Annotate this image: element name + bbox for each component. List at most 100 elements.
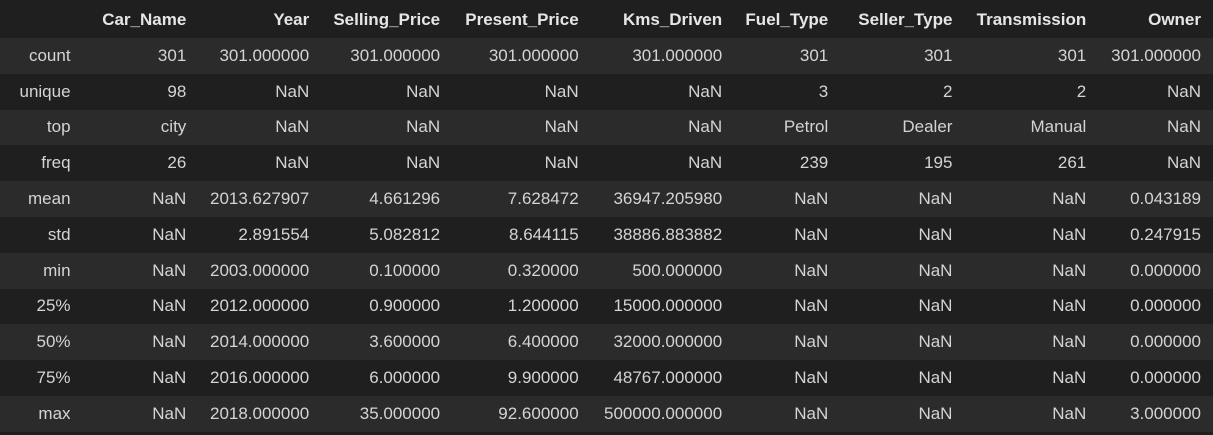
- column-header-owner: Owner: [1148, 9, 1201, 29]
- table-cell: NaN: [406, 81, 441, 101]
- table-cell: 92.600000: [498, 403, 579, 423]
- table-cell: NaN: [918, 296, 953, 316]
- table-cell: 301: [1057, 45, 1087, 65]
- table-cell: 5.082812: [369, 224, 441, 244]
- table-cell: NaN: [1052, 296, 1087, 316]
- row-index-label: top: [46, 117, 71, 137]
- table-header: Car_Name Year Selling_Price Present_Pric…: [0, 1, 1213, 38]
- table-row: unique 98 NaN NaN NaN NaN 3 2 2 NaN: [0, 73, 1213, 110]
- table-cell: 0.900000: [369, 296, 441, 316]
- table-cell: NaN: [794, 403, 829, 423]
- table-cell: 35.000000: [359, 403, 441, 423]
- table-row: std NaN 2.891554 5.082812 8.644115 38886.8838…: [0, 216, 1213, 253]
- table-cell: NaN: [152, 332, 187, 352]
- table-cell: NaN: [688, 117, 723, 137]
- table-cell: NaN: [794, 224, 829, 244]
- column-header-transmission: Transmission: [976, 9, 1087, 29]
- table-row: top city NaN NaN NaN NaN Petrol Dealer Manual NaN: [0, 109, 1213, 146]
- table-cell: 301.000000: [219, 45, 310, 65]
- table-row: max NaN 2018.000000 35.000000 92.600000 50000…: [0, 395, 1213, 432]
- table-cell: 36947.205980: [613, 189, 723, 209]
- row-index-label: min: [43, 260, 71, 280]
- table-cell: NaN: [406, 153, 441, 173]
- column-header-seller-type: Seller_Type: [858, 9, 953, 29]
- table-cell: 26: [167, 153, 187, 173]
- column-header-fuel-type: Fuel_Type: [745, 9, 829, 29]
- table-body: count 301 301.000000 301.000000 301.000000 30…: [0, 38, 1213, 432]
- table-cell: 500.000000: [632, 260, 723, 280]
- table-cell: Dealer: [902, 117, 953, 137]
- table-cell: 2016.000000: [209, 368, 310, 388]
- table-cell: NaN: [1052, 224, 1087, 244]
- table-cell: NaN: [275, 117, 310, 137]
- table-cell: NaN: [794, 368, 829, 388]
- table-cell: 301.000000: [350, 45, 441, 65]
- table-cell: NaN: [918, 368, 953, 388]
- table-cell: NaN: [1052, 332, 1087, 352]
- row-index-label: max: [38, 403, 71, 423]
- table-cell: NaN: [152, 368, 187, 388]
- table-cell: 0.000000: [1130, 296, 1201, 316]
- table-cell: NaN: [1052, 403, 1087, 423]
- table-row: freq 26 NaN NaN NaN NaN 239 195 261 NaN: [0, 145, 1213, 182]
- table-cell: NaN: [794, 260, 829, 280]
- table-cell: NaN: [1052, 189, 1087, 209]
- row-index-label: 50%: [36, 332, 71, 352]
- table-cell: 0.043189: [1130, 189, 1201, 209]
- table-cell: 2018.000000: [209, 403, 310, 423]
- table-cell: NaN: [544, 117, 579, 137]
- table-cell: 15000.000000: [613, 296, 723, 316]
- table-cell: 301: [157, 45, 187, 65]
- index-header: [0, 1, 83, 38]
- table-cell: 0.247915: [1130, 224, 1201, 244]
- table-cell: NaN: [544, 153, 579, 173]
- table-cell: NaN: [275, 81, 310, 101]
- column-header-kms-driven: Kms_Driven: [622, 9, 723, 29]
- table-cell: 7.628472: [507, 189, 579, 209]
- table-cell: NaN: [794, 296, 829, 316]
- header-row: Car_Name Year Selling_Price Present_Pric…: [0, 1, 1213, 38]
- table-cell: NaN: [1166, 153, 1201, 173]
- column-header-year: Year: [273, 9, 310, 29]
- table-cell: NaN: [794, 332, 829, 352]
- table-cell: NaN: [918, 260, 953, 280]
- table-row: mean NaN 2013.627907 4.661296 7.628472 36947.…: [0, 181, 1213, 217]
- table-cell: 261: [1057, 153, 1087, 173]
- table-cell: 2014.000000: [209, 332, 310, 352]
- table-cell: 0.000000: [1130, 260, 1201, 280]
- table-cell: 4.661296: [369, 189, 441, 209]
- table-cell: NaN: [1052, 368, 1087, 388]
- table-cell: 239: [799, 153, 829, 173]
- table-cell: NaN: [918, 403, 953, 423]
- table-cell: 0.000000: [1130, 368, 1201, 388]
- table-cell: 9.900000: [507, 368, 579, 388]
- row-index-label: 25%: [36, 296, 71, 316]
- table-cell: NaN: [794, 189, 829, 209]
- table-cell: 3.600000: [369, 332, 441, 352]
- table-row: 75% NaN 2016.000000 6.000000 9.900000 48767.0…: [0, 360, 1213, 396]
- table-cell: 38886.883882: [613, 224, 723, 244]
- row-index-label: 75%: [36, 368, 71, 388]
- table-cell: 2003.000000: [209, 260, 310, 280]
- table-cell: 301.000000: [488, 45, 579, 65]
- row-index-label: unique: [19, 81, 71, 101]
- table-cell: 2: [1076, 81, 1087, 101]
- table-cell: 301.000000: [632, 45, 723, 65]
- table-cell: Petrol: [783, 117, 829, 137]
- table-cell: NaN: [688, 153, 723, 173]
- table-cell: NaN: [918, 224, 953, 244]
- column-header-present-price: Present_Price: [465, 9, 579, 29]
- table-cell: 195: [924, 153, 953, 173]
- table-cell: 2013.627907: [209, 189, 310, 209]
- table-row: min NaN 2003.000000 0.100000 0.320000 500.000…: [0, 252, 1213, 289]
- table-cell: 500000.000000: [603, 403, 723, 423]
- table-cell: NaN: [688, 81, 723, 101]
- table-cell: NaN: [152, 189, 187, 209]
- table-cell: NaN: [1166, 81, 1201, 101]
- table-cell: 3.000000: [1130, 403, 1201, 423]
- row-index-label: std: [47, 224, 71, 244]
- table-cell: 3: [818, 81, 829, 101]
- column-header-car-name: Car_Name: [102, 9, 187, 29]
- table-cell: NaN: [152, 260, 187, 280]
